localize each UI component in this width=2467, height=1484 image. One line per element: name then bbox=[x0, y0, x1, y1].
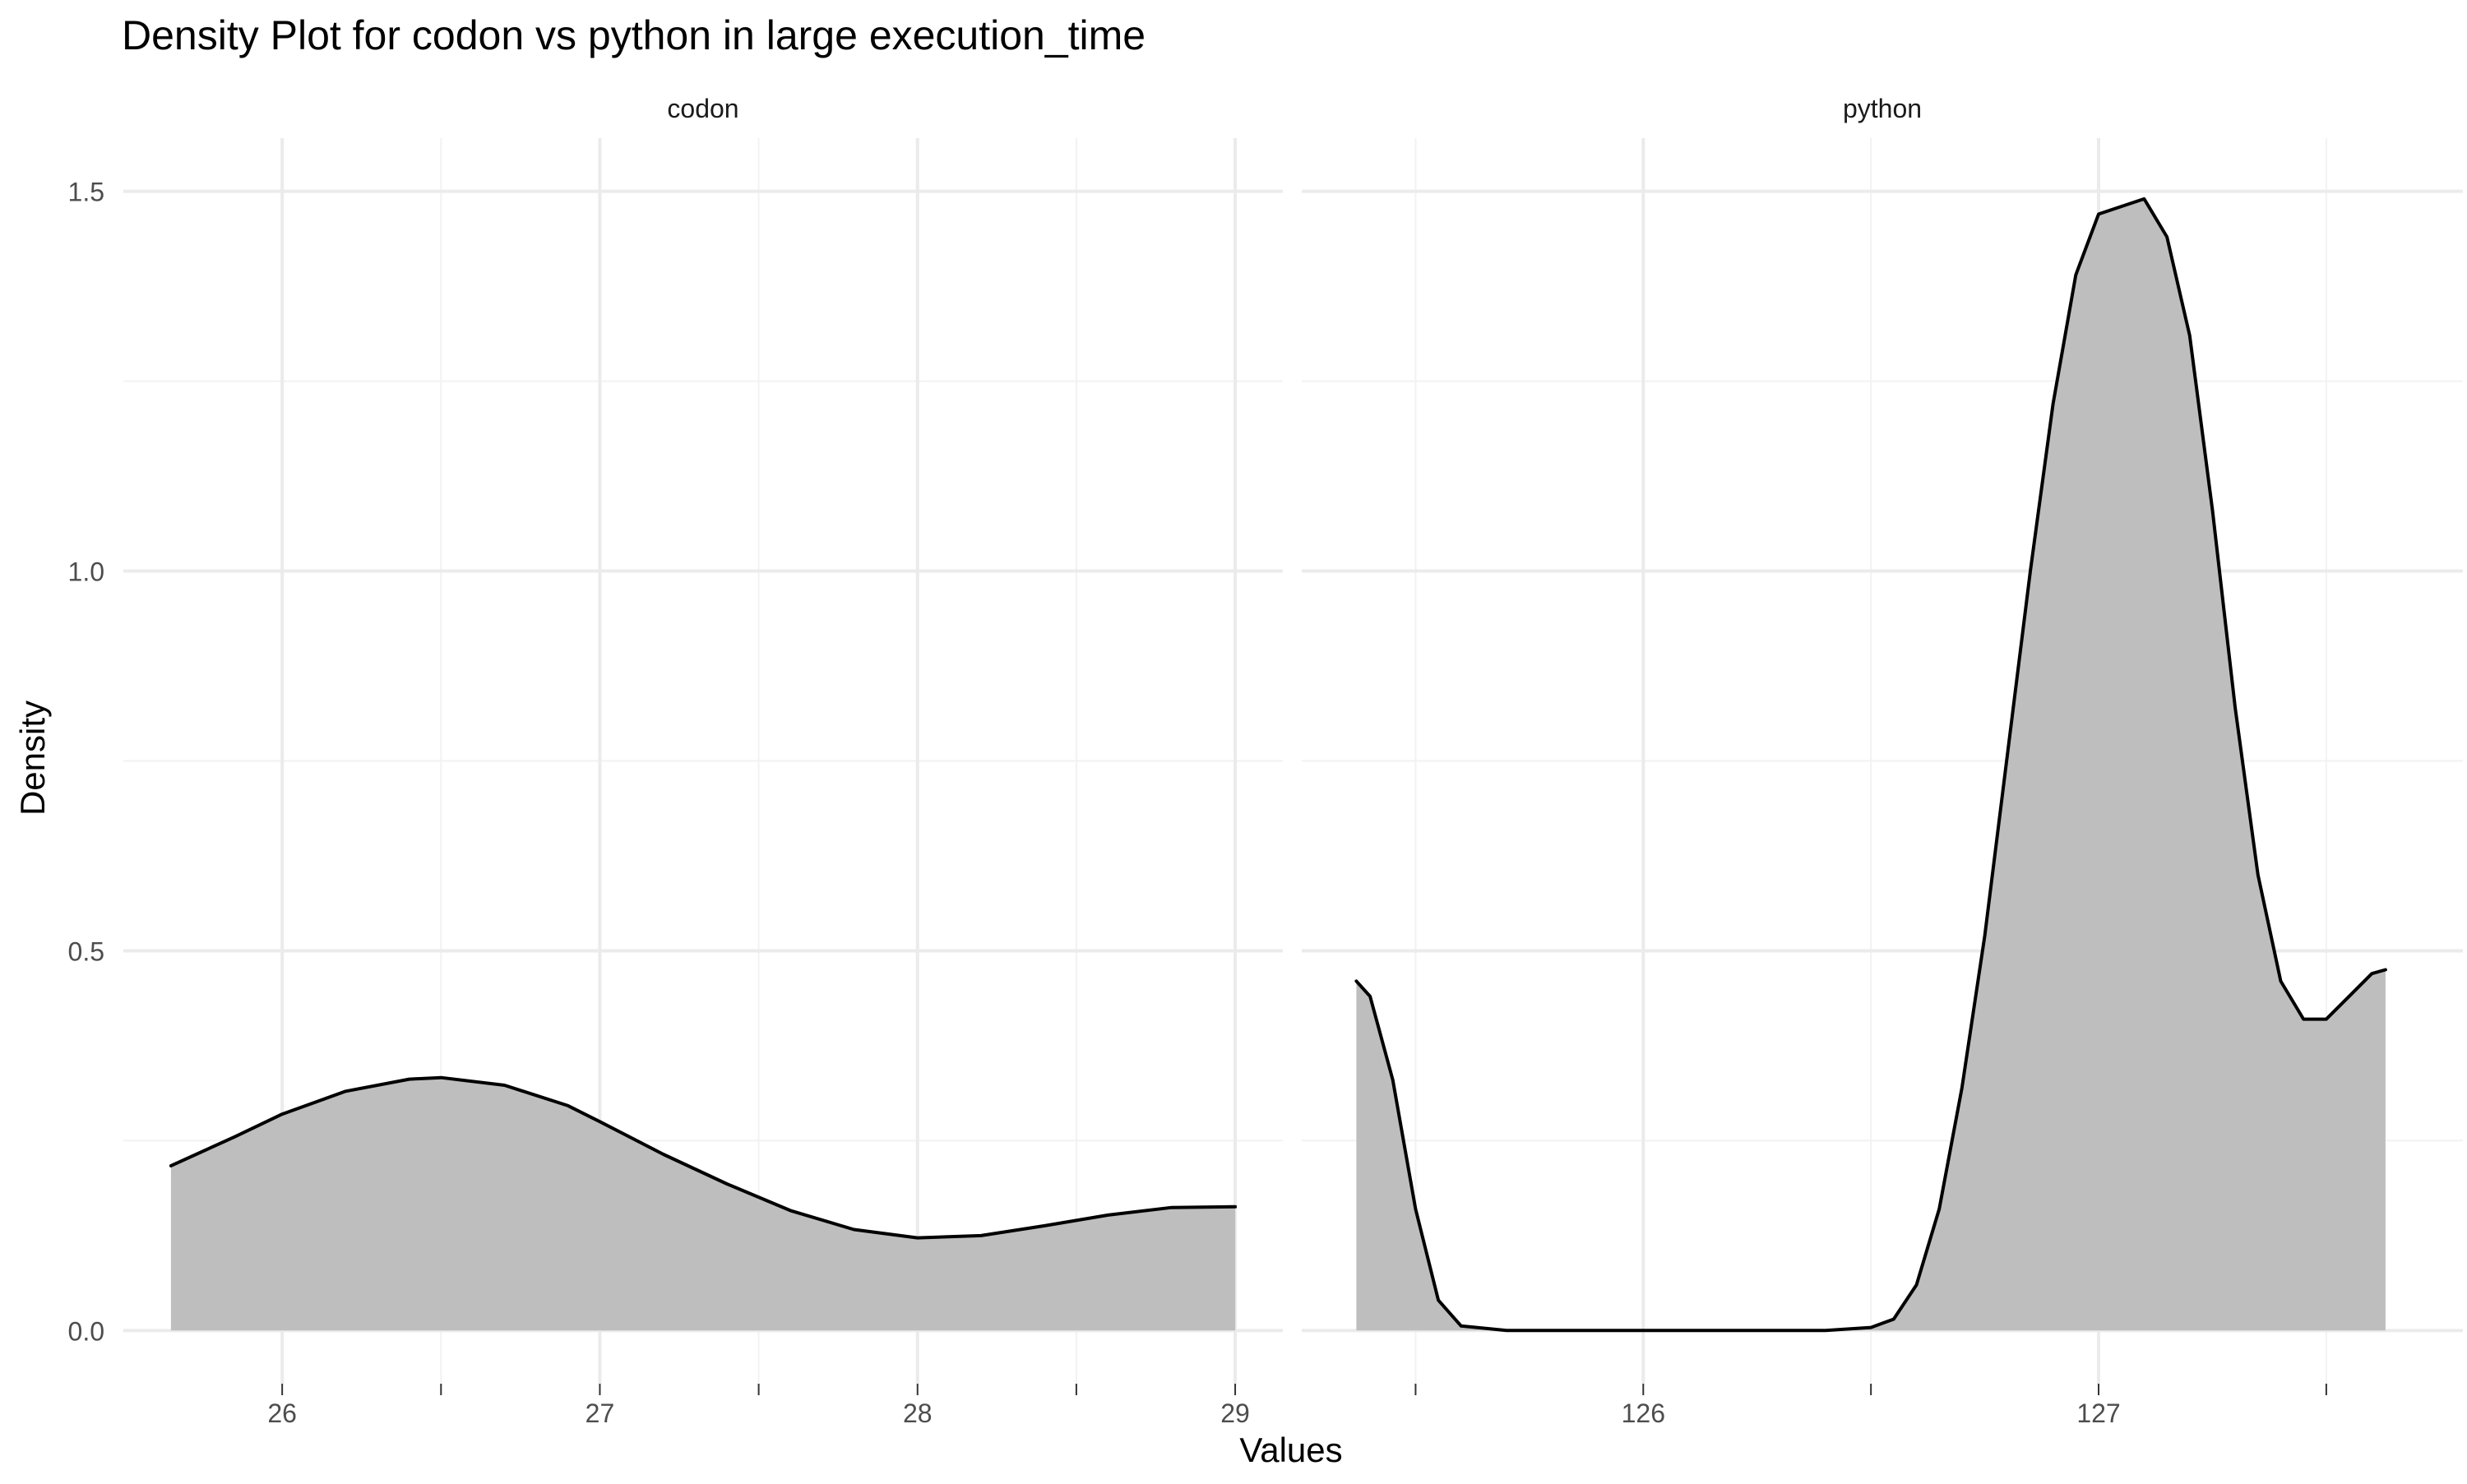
x-tick-label: 29 bbox=[1220, 1398, 1250, 1428]
x-tick-label: 26 bbox=[267, 1398, 297, 1428]
density-line-codon bbox=[169, 1075, 1238, 1240]
x-tick-label: 27 bbox=[586, 1398, 615, 1428]
facet-strip-label: python bbox=[1843, 94, 1922, 123]
chart-title: Density Plot for codon vs python in larg… bbox=[122, 12, 1146, 58]
density-area-python bbox=[1356, 198, 2386, 1331]
x-tick-label: 28 bbox=[903, 1398, 933, 1428]
x-axis-label: Values bbox=[1239, 1431, 1342, 1469]
x-tick-label: 126 bbox=[1622, 1398, 1665, 1428]
y-axis-label: Density bbox=[13, 700, 52, 816]
density-line-python bbox=[1354, 196, 2387, 1333]
y-tick-label: 0.0 bbox=[68, 1316, 104, 1346]
y-tick-label: 1.5 bbox=[68, 178, 104, 207]
facet-strip-label: codon bbox=[667, 94, 738, 123]
y-tick-label: 0.5 bbox=[68, 936, 104, 966]
panels-layer: 0.0 0.5 1.0 1.5 codon 26 27 28 29 python 126 127 bbox=[68, 94, 2463, 1428]
x-tick-label: 127 bbox=[2076, 1398, 2120, 1428]
panel-python: python 126 127 bbox=[1302, 94, 2463, 1428]
density-area-codon bbox=[170, 1077, 1236, 1331]
panel-codon: codon 26 27 28 29 bbox=[123, 94, 1283, 1428]
y-tick-label: 1.0 bbox=[68, 557, 104, 587]
